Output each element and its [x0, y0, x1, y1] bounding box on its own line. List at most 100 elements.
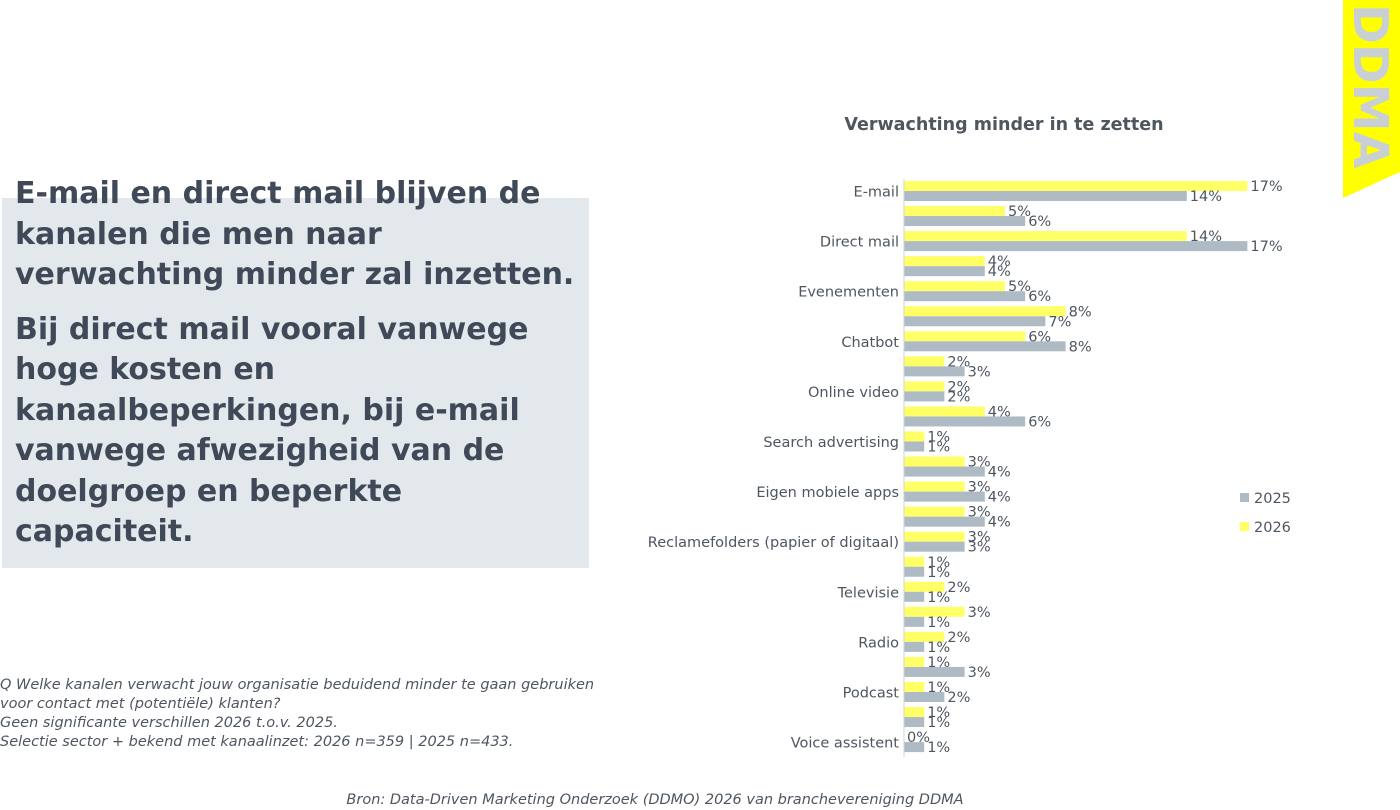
data-label-2025: 3%	[968, 540, 991, 556]
category-label: Reclamefolders (papier of digitaal)	[648, 535, 899, 551]
data-label-2026: 17%	[1250, 179, 1282, 195]
legend-label-2025: 2025	[1254, 491, 1291, 507]
data-label-2025: 3%	[968, 364, 991, 380]
bar-2025	[904, 316, 1046, 327]
source-note: Bron: Data-Driven Marketing Onderzoek (D…	[346, 792, 964, 808]
bar-2026	[904, 606, 965, 617]
bar-2025	[904, 742, 925, 753]
ddma-logo: DDMA	[1343, 0, 1400, 198]
data-label-2025: 4%	[988, 490, 1011, 506]
bar-2026	[904, 231, 1187, 242]
bar-2025	[904, 641, 925, 652]
bar-2026	[904, 256, 985, 267]
bar-2026	[904, 206, 1005, 217]
bar-2025	[904, 216, 1026, 227]
data-label-2025: 1%	[927, 615, 950, 631]
bar-2026	[904, 506, 965, 517]
data-label-2025: 4%	[988, 515, 1011, 531]
bar-2025	[904, 491, 985, 502]
bar-2026	[904, 406, 985, 417]
data-label-2026: 1%	[927, 430, 950, 446]
chart-title: Verwachting minder in te zetten	[844, 115, 1164, 135]
data-label-2026: 2%	[947, 580, 970, 596]
category-label: Televisie	[837, 585, 899, 601]
bar-2025	[904, 541, 965, 552]
category-label: Direct mail	[820, 235, 899, 251]
data-label-2026: 1%	[927, 705, 950, 721]
category-label: Search advertising	[763, 435, 899, 451]
bar-2026	[904, 381, 945, 392]
data-label-2025: 1%	[927, 740, 950, 756]
headline-detail: Bij direct mail vooral vanwege hoge kost…	[15, 311, 529, 550]
data-label-2026: 2%	[947, 630, 970, 646]
data-label-2026: 3%	[968, 605, 991, 621]
bar-2025	[904, 666, 965, 677]
bar-2025	[904, 566, 925, 577]
data-label-2025: 1%	[927, 640, 950, 656]
logo-wordmark: DDMA	[1343, 4, 1398, 169]
category-label: Radio	[858, 635, 899, 651]
bar-2026	[904, 281, 1005, 292]
data-label-2025: 17%	[1250, 239, 1282, 255]
bar-2026	[904, 331, 1026, 342]
bar-2026	[904, 306, 1066, 317]
category-label: Podcast	[843, 686, 900, 702]
bar-2026	[904, 181, 1248, 191]
category-label: Eigen mobiele apps	[756, 485, 899, 501]
headline-panel	[2, 198, 589, 568]
data-label-2025: 1%	[927, 590, 950, 606]
bar-2025	[904, 441, 925, 452]
data-label-2026: 8%	[1069, 304, 1092, 320]
bar-2025	[904, 466, 985, 477]
data-label-2025: 2%	[947, 389, 970, 405]
data-label-2025: 6%	[1028, 414, 1051, 430]
data-label-2026: 1%	[927, 555, 950, 571]
bar-2025	[904, 191, 1187, 201]
bar-2025	[904, 291, 1026, 302]
data-label-2025: 6%	[1028, 214, 1051, 230]
category-label: Chatbot	[841, 335, 899, 351]
bar-2026	[904, 431, 925, 442]
data-label-2025: 7%	[1048, 314, 1071, 330]
data-label-2026: 3%	[968, 530, 991, 546]
data-label-2025: 8%	[1069, 339, 1092, 355]
question-footnote: Q Welke kanalen verwacht jouw organisati…	[0, 676, 660, 752]
category-label: Online video	[808, 385, 899, 401]
data-label-2025: 6%	[1028, 289, 1051, 305]
bar-2025	[904, 391, 945, 402]
category-label: Voice assistent	[791, 736, 900, 752]
question-line-2: voor contact met (potentiële) klanten?	[0, 696, 281, 712]
legend-swatch-2026	[1240, 522, 1249, 531]
bar-2025	[904, 241, 1248, 252]
data-label-2025: 14%	[1190, 189, 1222, 205]
bar-2025	[904, 341, 1066, 352]
bar-2026	[904, 682, 925, 692]
data-label-2025: 1%	[927, 715, 950, 731]
headline: E-mail en direct mail blijven de kanalen…	[15, 174, 575, 553]
legend-swatch-2025	[1240, 493, 1249, 502]
data-label-2026: 2%	[947, 379, 970, 395]
bar-2025	[904, 416, 1026, 427]
data-label-2025: 1%	[927, 565, 950, 581]
data-label-2025: 4%	[988, 465, 1011, 481]
data-label-2025: 3%	[968, 665, 991, 681]
data-label-2025: 4%	[988, 264, 1011, 280]
bar-2025	[904, 266, 985, 277]
data-label-2025: 1%	[927, 440, 950, 456]
logo-background	[1343, 0, 1400, 198]
data-label-2025: 2%	[947, 690, 970, 706]
bar-2025	[904, 366, 965, 377]
bar-2025	[904, 516, 985, 527]
bar-2026	[904, 356, 945, 367]
selection-note: Selectie sector + bekend met kanaalinzet…	[0, 734, 514, 750]
bar-2026	[904, 556, 925, 567]
significance-note: Geen significante verschillen 2026 t.o.v…	[0, 715, 338, 731]
bar-2026	[904, 656, 925, 667]
bar-2025	[904, 717, 925, 728]
question-line-1: Q Welke kanalen verwacht jouw organisati…	[0, 677, 595, 693]
bar-2026	[904, 456, 965, 467]
headline-main: E-mail en direct mail blijven de kanalen…	[15, 176, 575, 292]
category-label: E-mail	[854, 185, 899, 201]
data-label-2026: 4%	[988, 254, 1011, 270]
